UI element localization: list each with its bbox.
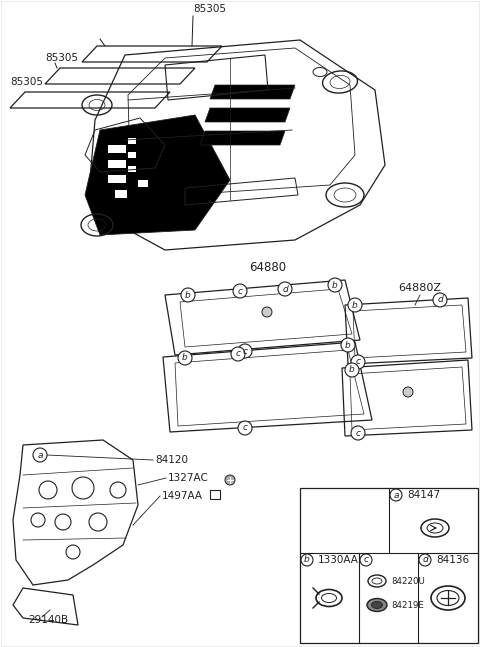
Circle shape bbox=[238, 421, 252, 435]
Circle shape bbox=[178, 351, 192, 365]
Circle shape bbox=[233, 284, 247, 298]
Circle shape bbox=[231, 347, 245, 361]
Polygon shape bbox=[210, 85, 295, 99]
Bar bbox=[138, 180, 148, 187]
Circle shape bbox=[238, 344, 252, 358]
Text: 29140B: 29140B bbox=[28, 615, 68, 625]
Polygon shape bbox=[200, 131, 285, 145]
Bar bbox=[108, 160, 126, 168]
Circle shape bbox=[390, 489, 402, 501]
Circle shape bbox=[360, 554, 372, 566]
Text: 84136: 84136 bbox=[436, 555, 469, 565]
Ellipse shape bbox=[367, 598, 387, 611]
Text: d: d bbox=[437, 296, 443, 305]
Circle shape bbox=[351, 426, 365, 440]
Text: 84147: 84147 bbox=[407, 490, 440, 500]
Polygon shape bbox=[85, 115, 230, 235]
Circle shape bbox=[345, 363, 359, 377]
Text: 1330AA: 1330AA bbox=[318, 555, 359, 565]
Text: 85305: 85305 bbox=[10, 77, 43, 87]
Text: 85305: 85305 bbox=[193, 4, 226, 14]
Text: c: c bbox=[236, 349, 240, 358]
Text: c: c bbox=[356, 358, 360, 366]
Bar bbox=[210, 490, 220, 499]
Circle shape bbox=[341, 338, 355, 352]
Circle shape bbox=[278, 282, 292, 296]
Circle shape bbox=[433, 293, 447, 307]
Circle shape bbox=[262, 307, 272, 317]
Text: 85305: 85305 bbox=[45, 53, 78, 63]
Circle shape bbox=[181, 288, 195, 302]
Circle shape bbox=[351, 355, 365, 369]
Bar bbox=[108, 145, 126, 153]
Ellipse shape bbox=[372, 602, 383, 608]
Text: b: b bbox=[185, 291, 191, 300]
Bar bbox=[300, 488, 478, 643]
Text: 84120: 84120 bbox=[155, 455, 188, 465]
Polygon shape bbox=[205, 108, 290, 122]
Text: b: b bbox=[345, 340, 351, 349]
Bar bbox=[128, 152, 136, 158]
Text: 1327AC: 1327AC bbox=[168, 473, 209, 483]
Text: b: b bbox=[304, 556, 310, 564]
Text: 64880Z: 64880Z bbox=[398, 283, 442, 293]
Circle shape bbox=[225, 475, 235, 485]
Text: 1497AA: 1497AA bbox=[162, 491, 203, 501]
Text: d: d bbox=[422, 556, 428, 564]
Circle shape bbox=[348, 298, 362, 312]
Bar bbox=[128, 166, 136, 172]
Text: a: a bbox=[393, 490, 399, 499]
Text: c: c bbox=[242, 347, 248, 355]
Text: 64880: 64880 bbox=[250, 261, 287, 274]
Text: c: c bbox=[356, 428, 360, 437]
Bar bbox=[128, 138, 136, 144]
Circle shape bbox=[328, 278, 342, 292]
Bar bbox=[115, 190, 127, 198]
Text: d: d bbox=[282, 285, 288, 294]
Text: c: c bbox=[242, 424, 248, 432]
Circle shape bbox=[419, 554, 431, 566]
Text: b: b bbox=[349, 366, 355, 375]
Circle shape bbox=[301, 554, 313, 566]
Circle shape bbox=[403, 387, 413, 397]
Text: 84220U: 84220U bbox=[391, 576, 425, 586]
Text: b: b bbox=[352, 300, 358, 309]
Text: b: b bbox=[182, 353, 188, 362]
Text: c: c bbox=[238, 287, 242, 296]
Text: b: b bbox=[332, 281, 338, 289]
Text: c: c bbox=[363, 556, 369, 564]
Circle shape bbox=[33, 448, 47, 462]
Bar bbox=[108, 175, 126, 183]
Text: a: a bbox=[37, 450, 43, 459]
Text: 84219E: 84219E bbox=[391, 600, 424, 609]
